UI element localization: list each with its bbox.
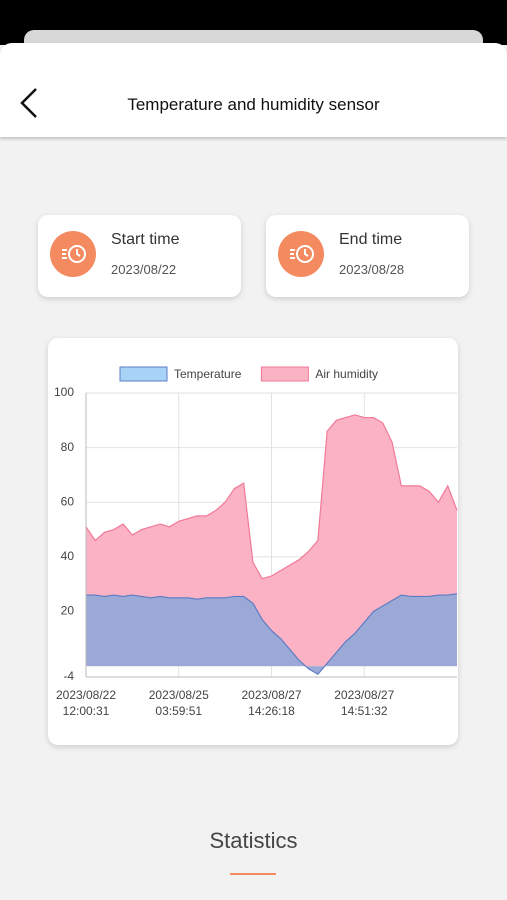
card-value: 2023/08/22 [111, 262, 177, 277]
y-tick-label: 100 [54, 385, 74, 399]
legend-label: Temperature [174, 367, 242, 381]
section-underline [230, 873, 276, 875]
area [86, 593, 457, 675]
card-label: End time [339, 231, 403, 248]
chart-card: Temperature Air humidity -4 20 40 60 80 100 202… [48, 338, 458, 745]
clock-icon [278, 231, 324, 277]
header: Temperature and humidity sensor [0, 43, 507, 137]
line [85, 414, 458, 580]
legend-label: Air humidity [315, 367, 378, 381]
y-tick-label: -4 [63, 669, 74, 683]
y-tick-label: 20 [61, 604, 75, 618]
card-label: Start time [111, 231, 180, 248]
legend-swatch [260, 366, 309, 382]
header-title: Temperature and humidity sensor [127, 95, 380, 114]
legend-swatch [119, 366, 168, 382]
y-tick-label: 80 [61, 440, 75, 454]
card-value: 2023/08/28 [339, 262, 405, 277]
back-button[interactable] [18, 87, 42, 119]
clock-icon [50, 231, 96, 277]
x-tick-label: 2023/08/25 03:59:51 [148, 688, 209, 718]
chart: Temperature Air humidity -4 20 40 60 80 100 [54, 366, 458, 683]
x-tick-label: 2023/08/27 14:51:32 [334, 688, 395, 718]
y-tick-label: 40 [61, 549, 75, 563]
section-title: Statistics [209, 828, 298, 853]
start-time-card[interactable]: Start time 2023/08/22 [38, 215, 241, 297]
x-tick-label: 2023/08/27 14:26:18 [241, 688, 302, 718]
end-time-card[interactable]: End time 2023/08/28 [266, 215, 469, 297]
x-tick-label: 2023/08/22 12:00:31 [55, 688, 117, 718]
line [86, 593, 458, 676]
y-tick-label: 60 [61, 494, 75, 508]
